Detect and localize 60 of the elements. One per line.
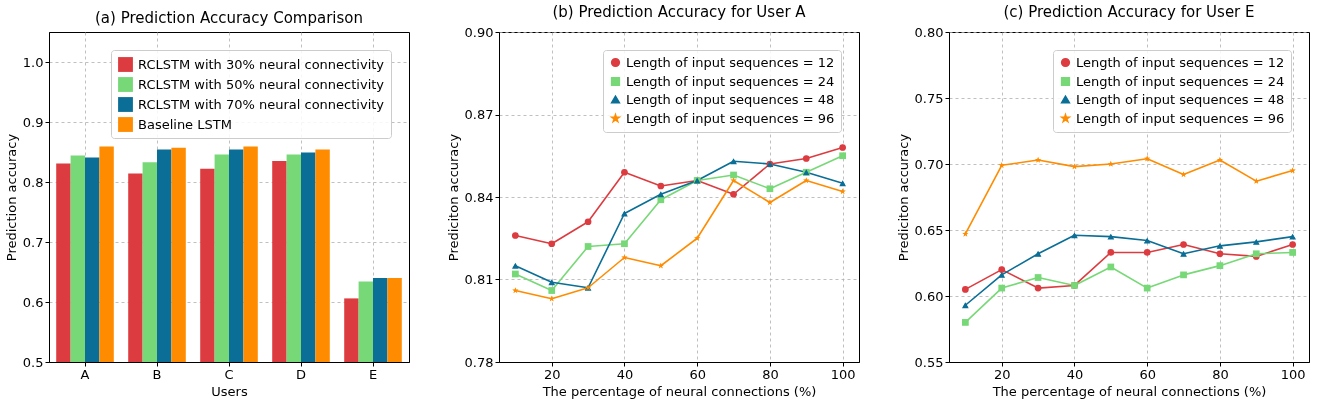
y-tick-label: 0.90 <box>464 24 494 40</box>
y-tick-label: 0.65 <box>914 222 944 238</box>
x-axis-title: Users <box>211 383 248 399</box>
legend-label: Length of input sequences = 48 <box>626 91 835 107</box>
x-tick-label: 40 <box>1066 366 1084 382</box>
point <box>1289 241 1296 248</box>
x-tick-label: 40 <box>616 366 634 382</box>
y-tick-label: 0.87 <box>464 107 494 122</box>
x-tick-label: B <box>152 366 162 382</box>
chart-title: (c) Prediction Accuracy for User E <box>1003 3 1255 21</box>
x-tick-label: C <box>224 366 234 382</box>
point <box>839 144 846 151</box>
y-tick-label: 0.80 <box>914 24 944 40</box>
y-tick-label: 0.70 <box>914 156 944 172</box>
y-tick-label: 1.0 <box>22 54 44 70</box>
x-tick-label: A <box>80 366 90 382</box>
legend-label: Baseline LSTM <box>138 116 232 132</box>
y-tick-label: 0.78 <box>464 354 494 370</box>
legend-label: Length of input sequences = 48 <box>1076 91 1285 107</box>
y-axis-title: Prediciton accuracy <box>445 133 461 262</box>
y-tick-label: 0.60 <box>914 288 944 304</box>
y-tick-label: 0.75 <box>914 90 944 106</box>
x-tick-label: 60 <box>689 366 706 382</box>
point <box>1180 241 1187 248</box>
y-tick-label: 0.55 <box>914 354 944 370</box>
point <box>1289 249 1296 256</box>
point <box>512 232 519 239</box>
point <box>962 319 969 326</box>
legend-label: Length of input sequences = 24 <box>626 73 835 89</box>
legend-label: Length of input sequences = 12 <box>626 54 835 70</box>
y-tick-label: 0.7 <box>22 234 44 250</box>
legend-label: Length of input sequences = 12 <box>1076 54 1285 70</box>
y-tick-label: 0.8 <box>22 174 44 190</box>
y-tick-label: 0.81 <box>464 272 494 287</box>
x-tick-label: D <box>295 366 307 382</box>
y-tick-label: 0.5 <box>22 354 44 370</box>
x-tick-label: 100 <box>830 366 856 382</box>
y-tick-label: 0.84 <box>464 189 494 205</box>
y-tick-label: 0.9 <box>22 114 44 130</box>
legend-label: RCLSTM with 30% neural connectivity <box>138 56 385 72</box>
legend-label: RCLSTM with 50% neural connectivity <box>138 76 385 92</box>
legend-label: Length of input sequences = 96 <box>1076 110 1285 126</box>
x-tick-label: 80 <box>762 366 779 382</box>
x-tick-label: E <box>368 366 378 382</box>
x-axis-title: The percentage of neural connections (%) <box>541 383 817 399</box>
x-tick-label: 20 <box>543 366 561 382</box>
x-tick-label: 20 <box>993 366 1011 382</box>
x-tick-label: 60 <box>1139 366 1156 382</box>
x-axis-title: The percentage of neural connections (%) <box>991 383 1267 399</box>
legend-label: Length of input sequences = 24 <box>1076 73 1285 89</box>
x-tick-label: 100 <box>1280 366 1306 382</box>
legend-label: RCLSTM with 70% neural connectivity <box>138 96 385 112</box>
x-tick-label: 80 <box>1212 366 1229 382</box>
y-axis-title: Prediction accuracy <box>3 133 19 262</box>
point <box>962 286 969 293</box>
y-tick-label: 0.6 <box>22 294 44 310</box>
legend-label: Length of input sequences = 96 <box>626 110 835 126</box>
y-axis-title: Prediciton accuracy <box>895 133 911 262</box>
chart-title: (b) Prediction Accuracy for User A <box>552 3 807 21</box>
chart-title: (a) Prediction Accuracy Comparison <box>94 9 364 27</box>
